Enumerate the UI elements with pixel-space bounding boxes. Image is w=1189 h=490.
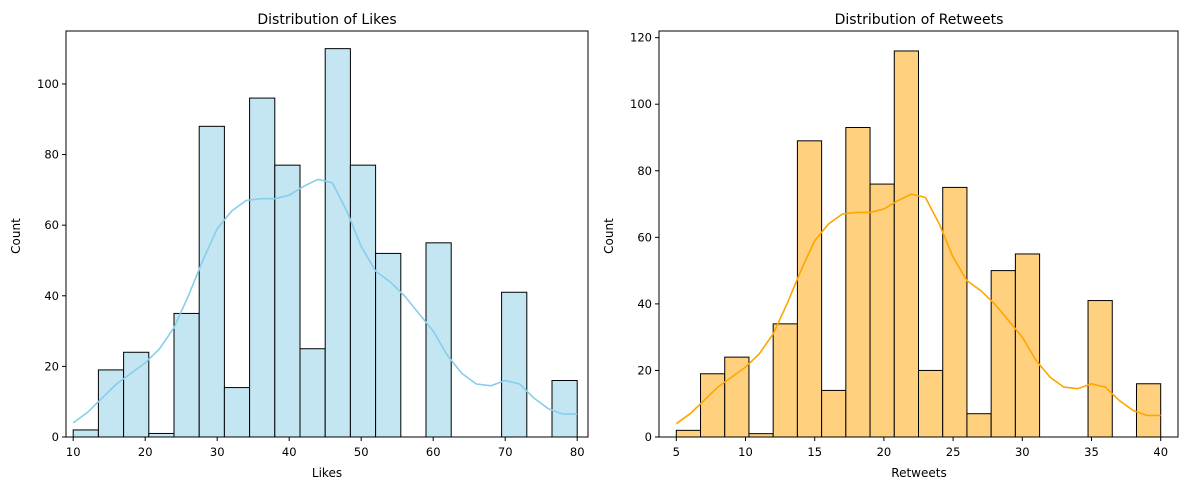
retweets-histogram-bar: [869, 183, 895, 438]
retweets-histogram-bar: [821, 389, 847, 438]
retweets-histogram-bar: [700, 373, 726, 438]
likes-y-tick-label: 40: [44, 289, 59, 303]
likes-x-tick-label: 70: [498, 445, 513, 459]
likes-y-axis-label: Count: [9, 218, 23, 254]
retweets-x-tick-label: 20: [877, 445, 892, 459]
likes-histogram-bar: [123, 351, 150, 438]
retweets-histogram-bar: [772, 323, 798, 438]
likes-plot-area: 10 20 30 40 50 60 70 80 0 20 40 60 80 100: [37, 30, 589, 459]
likes-histogram-bar: [551, 380, 578, 438]
likes-axes-frame: [65, 30, 589, 438]
retweets-histogram-bar: [918, 369, 944, 438]
likes-y-tick-label: 60: [44, 218, 59, 232]
retweets-y-tick-label: 120: [630, 31, 652, 45]
retweets-plot-area: 5 10 15 20 25 30 35 40 0 20 40 60 80 100 120: [630, 30, 1179, 459]
likes-x-axis-label: Likes: [312, 466, 342, 480]
likes-histogram-bar: [148, 432, 175, 438]
retweets-histogram-bar: [942, 186, 968, 438]
retweets-x-axis-label: Retweets: [891, 466, 946, 480]
retweets-y-tick-label: 100: [630, 97, 652, 111]
retweets-x-tick-label: 15: [807, 445, 822, 459]
retweets-y-tick-label: 0: [645, 430, 652, 444]
retweets-histogram-bar: [675, 429, 702, 438]
retweets-x-tick-label: 5: [673, 445, 680, 459]
likes-x-tick-label: 60: [426, 445, 441, 459]
retweets-y-tick-label: 40: [637, 297, 652, 311]
retweets-histogram-panel: Distribution of Retweets 5 10 15 20 25 30 35 40…: [602, 12, 1179, 480]
likes-x-tick-label: 50: [354, 445, 369, 459]
retweets-histogram-bar: [966, 413, 992, 438]
likes-histogram-bar: [72, 429, 99, 438]
likes-histogram-panel: Distribution of Likes 10 20 30 40 50 60 70 80 0 2…: [9, 12, 589, 480]
retweets-y-axis-label: Count: [602, 218, 616, 254]
retweets-x-tick-label: 35: [1084, 445, 1099, 459]
likes-chart-title: Distribution of Likes: [257, 12, 396, 28]
retweets-x-tick-label: 30: [1015, 445, 1030, 459]
likes-y-tick-label: 100: [37, 77, 59, 91]
retweets-y-tick-label: 20: [637, 363, 652, 377]
likes-y-tick-label: 20: [44, 359, 59, 373]
likes-y-tick-label: 0: [52, 430, 59, 444]
likes-histogram-bar: [375, 252, 402, 438]
likes-x-tick-label: 80: [570, 445, 585, 459]
retweets-histogram-bar: [1087, 300, 1113, 438]
likes-x-tick-label: 30: [210, 445, 225, 459]
likes-histogram-bar: [173, 312, 200, 438]
retweets-chart-title: Distribution of Retweets: [835, 12, 1004, 28]
retweets-x-tick-label: 25: [946, 445, 961, 459]
likes-y-tick-label: 80: [44, 148, 59, 162]
retweets-y-tick-label: 80: [637, 164, 652, 178]
likes-x-tick-label: 10: [66, 445, 81, 459]
likes-x-tick-label: 40: [282, 445, 297, 459]
retweets-histogram-bar: [990, 270, 1016, 438]
likes-histogram-bar: [249, 97, 276, 438]
likes-histogram-bar: [198, 125, 225, 438]
retweets-y-tick-label: 60: [637, 230, 652, 244]
likes-histogram-bar: [223, 387, 251, 438]
likes-histogram-bar: [349, 164, 377, 438]
retweets-x-tick-label: 40: [1153, 445, 1168, 459]
likes-x-tick-label: 20: [138, 445, 153, 459]
retweets-kde-line: [675, 193, 1161, 425]
retweets-histogram-bar: [893, 50, 920, 438]
likes-histogram-bar: [299, 348, 326, 438]
likes-histogram-bar: [501, 291, 528, 438]
retweets-x-tick-label: 10: [738, 445, 753, 459]
likes-histogram-bar: [274, 164, 301, 438]
retweets-histogram-bar: [845, 127, 871, 438]
retweets-histogram-bar: [796, 140, 823, 438]
likes-histogram-bar: [97, 369, 125, 438]
retweets-axes-frame: [658, 30, 1179, 438]
likes-kde-line: [72, 178, 578, 424]
retweets-histogram-bar: [1135, 383, 1162, 438]
likes-histogram-bar: [324, 48, 351, 438]
retweets-histogram-bar: [724, 356, 750, 438]
